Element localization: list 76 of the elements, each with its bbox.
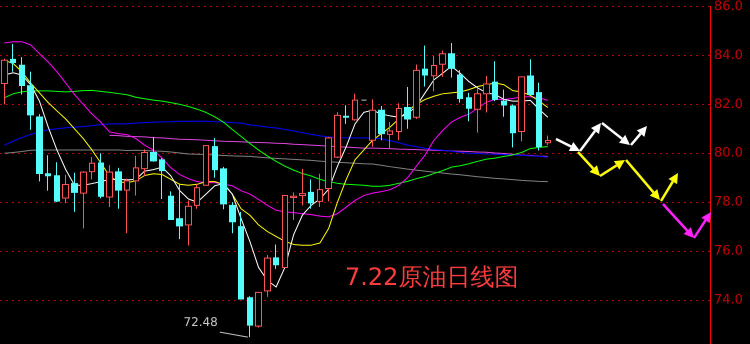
line-series (4, 41, 548, 218)
candlestick (527, 58, 534, 96)
candlestick (115, 167, 122, 210)
candlestick (220, 166, 227, 210)
candlestick (466, 92, 472, 122)
candlestick (168, 190, 174, 220)
candlestick (212, 137, 218, 178)
candlestick (369, 98, 376, 148)
candlestick (247, 296, 253, 338)
y-tick-label: 80.0 (714, 146, 743, 161)
candlestick (45, 154, 51, 192)
y-tick-label: 78.0 (714, 194, 743, 210)
candlestick (229, 202, 236, 234)
candlestick (448, 42, 455, 78)
candlestick (483, 75, 490, 113)
annotation: 72.48 (183, 315, 218, 330)
y-tick-label: 82.0 (714, 96, 743, 112)
candlestick (282, 194, 288, 268)
candlestick (264, 254, 271, 298)
candlestick (545, 135, 551, 146)
y-tick-label: 86.0 (714, 0, 743, 14)
candlestick (290, 192, 297, 221)
line-series (4, 120, 548, 158)
candlestick (396, 102, 402, 141)
candlestick (317, 173, 323, 208)
candlestick (325, 136, 332, 202)
candlestick (133, 155, 139, 196)
candlestick (352, 93, 358, 122)
candlestick (203, 145, 209, 186)
candlestick (422, 45, 428, 87)
y-tick-label: 76.0 (714, 244, 743, 259)
candlestick (80, 170, 87, 229)
candlestick (238, 211, 244, 300)
candlestick (98, 152, 104, 199)
candlestick (413, 64, 420, 120)
candlestick (89, 156, 95, 180)
text: 7.22原油日线图 (345, 263, 518, 291)
y-tick-label: 74.0 (714, 292, 743, 308)
candlestick (10, 43, 16, 72)
candlestick (536, 82, 542, 152)
candlestick (255, 291, 262, 328)
candlestick (334, 112, 341, 159)
candlestick (124, 178, 130, 234)
candlestick (1, 58, 8, 105)
candlestick (36, 114, 43, 182)
candlestick (518, 76, 525, 142)
candlestick (185, 200, 192, 246)
candlestick (273, 244, 279, 270)
candlestick (431, 56, 437, 92)
line-series (4, 90, 548, 187)
candlestick (54, 162, 60, 203)
candlestick (343, 104, 349, 124)
candlestick (62, 174, 69, 204)
y-tick-label: 84.0 (714, 48, 743, 63)
candlestick (501, 89, 507, 118)
candlestick (27, 71, 34, 130)
candlestick (474, 87, 481, 133)
candlestick (387, 122, 393, 149)
candlestick (457, 70, 463, 104)
candlestick (439, 50, 446, 78)
line-series (4, 150, 548, 182)
candlestick (492, 60, 498, 102)
candlestick (510, 104, 516, 148)
candlestick (106, 164, 113, 208)
candlestick (404, 86, 411, 130)
candlestick (378, 106, 385, 141)
candlestick (19, 56, 25, 96)
candlestick (176, 184, 183, 240)
candlestick (150, 136, 157, 162)
candlestick (159, 158, 165, 200)
candlestick (194, 184, 200, 210)
candlestick (299, 168, 306, 206)
line-series (109, 134, 548, 157)
candlestick (141, 148, 148, 176)
candlestick (308, 178, 314, 210)
candlestick (71, 172, 78, 212)
